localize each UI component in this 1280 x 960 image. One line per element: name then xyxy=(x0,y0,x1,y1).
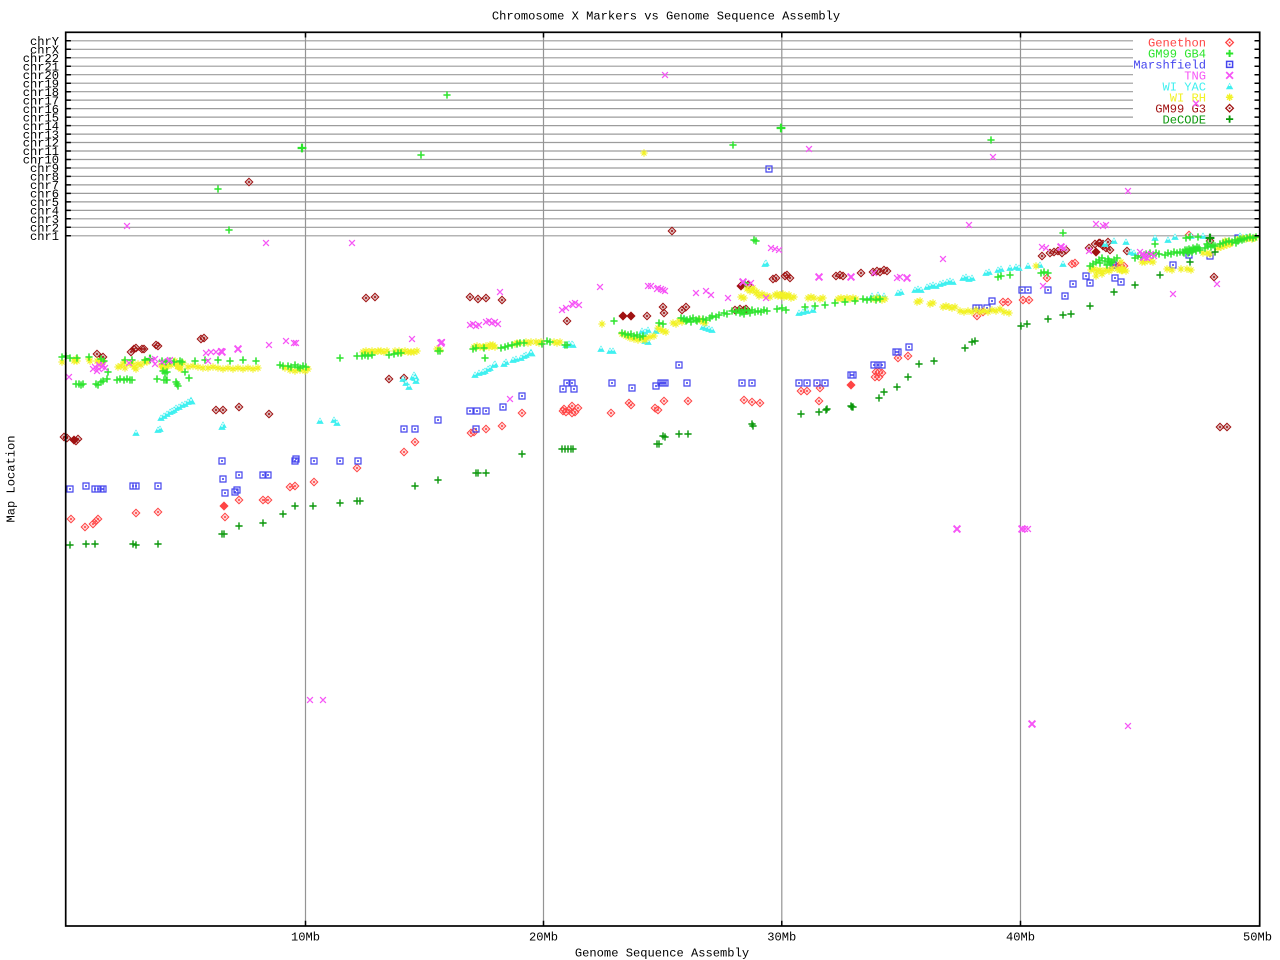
svg-text:TNG: TNG xyxy=(1184,70,1206,84)
svg-text:chr9: chr9 xyxy=(30,162,59,176)
svg-text:chr15: chr15 xyxy=(23,111,59,125)
svg-text:chr22: chr22 xyxy=(23,52,59,66)
svg-text:chr5: chr5 xyxy=(30,196,59,210)
svg-text:Marshfield: Marshfield xyxy=(1133,59,1206,73)
svg-text:chr18: chr18 xyxy=(23,86,59,100)
svg-text:DeCODE: DeCODE xyxy=(1162,113,1206,127)
svg-text:chr8: chr8 xyxy=(30,171,59,185)
svg-text:chr4: chr4 xyxy=(30,205,59,219)
svg-text:chr13: chr13 xyxy=(23,128,59,142)
svg-text:chr10: chr10 xyxy=(23,154,59,168)
svg-text:chr16: chr16 xyxy=(23,103,59,117)
svg-text:chr17: chr17 xyxy=(23,94,59,108)
svg-text:chr21: chr21 xyxy=(23,60,59,74)
svg-text:chr19: chr19 xyxy=(23,77,59,91)
svg-text:chr11: chr11 xyxy=(23,145,59,159)
svg-text:50Mb: 50Mb xyxy=(1243,931,1272,945)
svg-text:chr7: chr7 xyxy=(30,179,59,193)
svg-text:WI YAC: WI YAC xyxy=(1162,81,1206,95)
svg-text:40Mb: 40Mb xyxy=(1006,931,1035,945)
svg-text:30Mb: 30Mb xyxy=(767,931,796,945)
svg-text:20Mb: 20Mb xyxy=(529,931,558,945)
svg-text:chr3: chr3 xyxy=(30,213,59,227)
svg-text:Map Location: Map Location xyxy=(5,435,19,522)
svg-text:chr6: chr6 xyxy=(30,188,59,202)
svg-text:chrX: chrX xyxy=(30,43,60,57)
svg-text:chr2: chr2 xyxy=(30,222,59,236)
svg-text:chr14: chr14 xyxy=(23,120,59,134)
svg-text:chr20: chr20 xyxy=(23,69,59,83)
svg-text:Genome Sequence Assembly: Genome Sequence Assembly xyxy=(575,947,749,960)
svg-text:GM99 GB4: GM99 GB4 xyxy=(1148,48,1206,62)
svg-text:chrY: chrY xyxy=(30,35,60,49)
svg-text:10Mb: 10Mb xyxy=(291,931,320,945)
svg-text:Genethon: Genethon xyxy=(1148,37,1206,51)
svg-text:chr1: chr1 xyxy=(30,230,59,244)
svg-text:chr12: chr12 xyxy=(23,137,59,151)
svg-text:Chromosome X Markers vs Genome: Chromosome X Markers vs Genome Sequence … xyxy=(492,10,840,24)
